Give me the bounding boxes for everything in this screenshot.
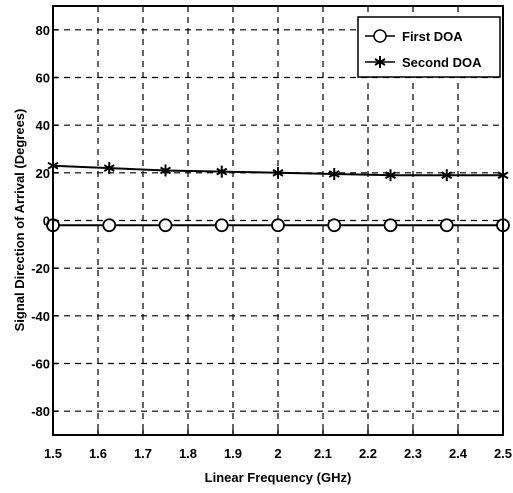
legend-label-second: Second DOA (402, 55, 482, 70)
x-tick-label: 2.2 (359, 446, 377, 461)
y-tick-label: -40 (31, 309, 50, 324)
y-tick-label: 20 (36, 166, 50, 181)
data-point-first-doa (383, 218, 398, 233)
data-point-first-doa (439, 218, 454, 233)
x-tick-label: 1.9 (224, 446, 242, 461)
x-axis-ticks: 1.5 1.6 1.7 1.8 1.9 2 2.1 2.2 2.3 2.4 2.5 (44, 430, 512, 461)
data-point-second-doa (384, 169, 397, 182)
x-tick-label: 1.8 (179, 446, 197, 461)
x-tick-label: 2.3 (404, 446, 422, 461)
data-point-second-doa (272, 166, 284, 179)
y-tick-label: 60 (36, 71, 50, 86)
x-tick-label: 1.5 (44, 446, 62, 461)
series-layer (46, 159, 510, 233)
legend-marker-first-icon (373, 29, 387, 43)
data-point-second-doa (103, 162, 115, 175)
data-point-first-doa (271, 218, 285, 233)
x-tick-label: 1.6 (89, 446, 107, 461)
data-point-first-doa (214, 218, 229, 233)
x-tick-label: 2.1 (314, 446, 332, 461)
legend-label-first: First DOA (402, 29, 463, 44)
x-tick-label: 1.7 (134, 446, 152, 461)
x-axis-label: Linear Frequency (GHz) (205, 470, 352, 485)
y-tick-label: 0 (43, 214, 50, 229)
x-tick-label: 2 (274, 446, 281, 461)
y-tick-label: -20 (31, 261, 50, 276)
y-tick-label: 40 (36, 118, 50, 133)
x-tick-label: 2.5 (494, 446, 512, 461)
data-point-first-doa (327, 218, 342, 233)
data-point-second-doa (328, 168, 340, 181)
data-point-second-doa (159, 164, 172, 177)
y-tick-label: 80 (36, 23, 50, 38)
y-tick-label: -80 (31, 404, 50, 419)
legend-marker-second-icon (374, 56, 386, 68)
y-axis-ticks: 80 60 40 20 0 -20 -40 -60 -80 (31, 23, 58, 419)
data-point-second-doa (441, 169, 453, 182)
x-tick-label: 2.4 (449, 446, 468, 461)
data-point-second-doa (216, 165, 228, 178)
y-tick-label: -60 (31, 357, 50, 372)
data-point-first-doa (158, 218, 173, 233)
data-point-first-doa (102, 218, 117, 233)
y-axis-label: Signal Direction of Arrival (Degrees) (12, 109, 27, 332)
legend: First DOA Second DOA (357, 16, 501, 78)
legend-box (357, 16, 501, 78)
